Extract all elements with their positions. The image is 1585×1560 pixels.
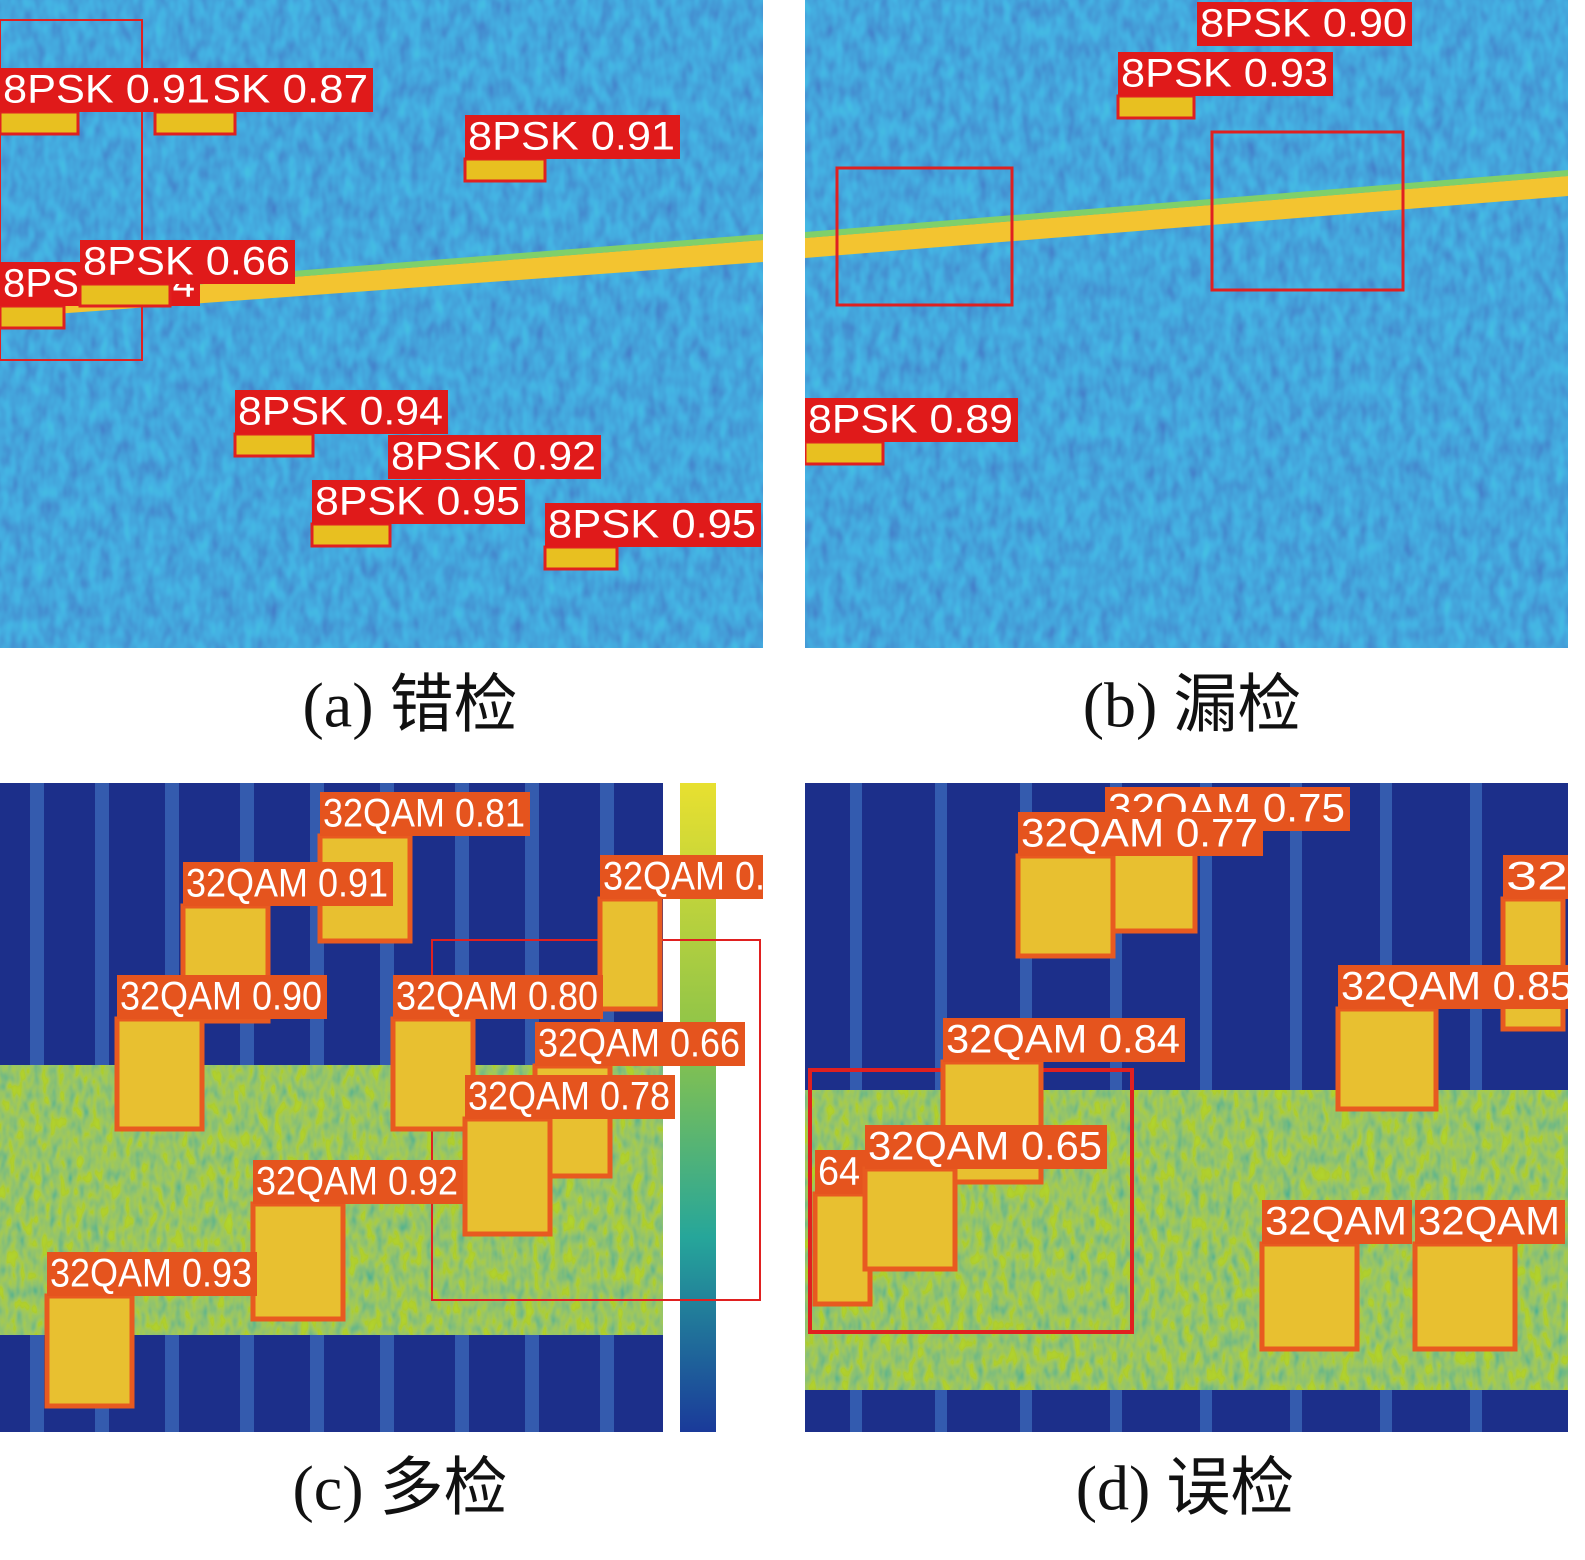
detection-label: 32QAM [1265, 1200, 1407, 1244]
detection-label: 32 [1506, 855, 1568, 899]
detection-label: 8PSK 0.95 [548, 503, 756, 547]
detection-label: 32QAM 0.90 [120, 975, 322, 1019]
label-bg [117, 975, 327, 1019]
detection-label: 8PSK 0.94 [238, 390, 443, 434]
detection-box [1335, 1006, 1439, 1112]
detection-box [812, 1191, 873, 1307]
detection-label: 8PSK 0.89 [808, 398, 1013, 442]
label-bg [545, 503, 761, 547]
label-bg [865, 1125, 1107, 1169]
label-bg [1197, 2, 1412, 46]
label-bg [600, 855, 763, 899]
label-bg [393, 975, 603, 1019]
detection-box [462, 1116, 553, 1237]
detection-label: 32QAM 0.91 [186, 862, 388, 906]
detection-box [233, 432, 315, 458]
detection-box [543, 545, 619, 571]
label-bg [320, 792, 530, 836]
detection-label: 32QAM 0.93 [50, 1252, 252, 1296]
detection-box [1259, 1241, 1360, 1352]
detection-label: 8PSK 0.95 [315, 480, 520, 524]
detection-label: 8PSK 0.91 [468, 115, 675, 159]
label-bg [1262, 1200, 1412, 1244]
detection-box [0, 110, 80, 136]
detection-box [862, 1166, 958, 1272]
label-bg [235, 390, 448, 434]
detection-label: 32QAM [1418, 1200, 1560, 1244]
label-bg [1018, 812, 1263, 856]
label-bg [1338, 965, 1568, 1009]
detection-label: 32QAM 0. [603, 855, 765, 899]
label-bg [47, 1252, 257, 1296]
detection-label: 8PSK 0.92 [391, 435, 596, 479]
label-bg [815, 1150, 865, 1194]
detection-box [153, 110, 237, 136]
label-bg [388, 435, 601, 479]
label-bg [312, 480, 525, 524]
detection-box [805, 440, 885, 466]
label-bg [1503, 855, 1568, 899]
detection-label: 8PSK 0.93 [1121, 52, 1328, 96]
caption: (d) 误检 [1076, 1453, 1295, 1524]
detection-label: 32QAM 0.77 [1021, 812, 1258, 856]
label-bg [0, 68, 215, 112]
caption: (a) 错检 [302, 670, 517, 741]
detection-box [250, 1201, 346, 1322]
labels-c: 32QAM 0.81 32QAM 0.91 32QAM 0. 32QAM 0.90 32… [44, 792, 765, 1409]
detection-label: 8PSK 0.66 [83, 240, 290, 284]
detection-box [390, 1016, 476, 1132]
detection-label: 32QAM 0.80 [396, 975, 598, 1019]
detection-label: 32QAM 0.78 [468, 1075, 670, 1119]
labels-b: 8PSK 0.90 8PSK 0.93 8PSK 0.89 [805, 2, 1412, 466]
detection-label: 64 [818, 1150, 860, 1194]
label-bg [943, 1018, 1185, 1062]
label-bg [253, 1160, 463, 1204]
detection-label: 32QAM 0.81 [323, 792, 525, 836]
label-bg [805, 398, 1018, 442]
caption: (b) 漏检 [1083, 670, 1302, 741]
label-bg [535, 1022, 745, 1066]
detection-box [597, 896, 663, 1012]
detection-label: 32QAM 0.85 [1341, 965, 1573, 1009]
detection-box [310, 522, 392, 548]
label-bg [465, 1075, 675, 1119]
label-bg [1118, 52, 1333, 96]
detection-box [463, 157, 547, 183]
detection-box [114, 1016, 205, 1132]
detection-box [78, 282, 172, 308]
label-bg [183, 862, 393, 906]
detection-box [1015, 853, 1116, 959]
detection-label: 32QAM 0.84 [946, 1018, 1180, 1062]
caption: (c) 多检 [292, 1453, 507, 1524]
detection-label: 8PSK 0.90 [1200, 2, 1407, 46]
detection-box [1116, 94, 1196, 120]
detection-label: 32QAM 0.92 [256, 1160, 458, 1204]
label-bg [465, 115, 680, 159]
label-bg [80, 240, 295, 284]
detection-box [1412, 1241, 1518, 1352]
detection-label: 8PSK 0.91 [3, 68, 210, 112]
detection-box [0, 304, 66, 330]
label-bg [1415, 1200, 1565, 1244]
detection-box [44, 1293, 135, 1409]
detection-label: 32QAM 0.66 [538, 1022, 740, 1066]
detection-label: 32QAM 0.65 [868, 1125, 1102, 1169]
